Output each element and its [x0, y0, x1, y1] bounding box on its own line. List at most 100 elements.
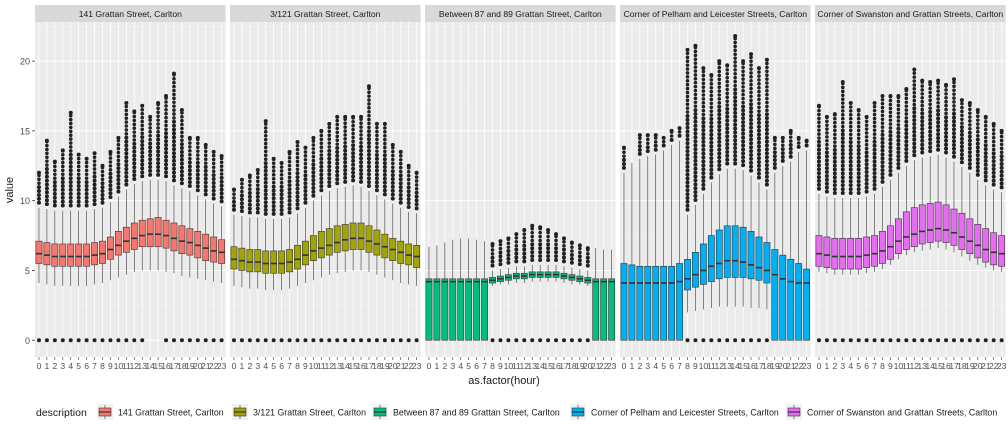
outlier-point [693, 104, 698, 108]
outlier-point [741, 135, 746, 140]
outlier-point [578, 246, 582, 251]
outlier-point [124, 166, 129, 171]
outlier-point [311, 154, 316, 159]
outlier-point [164, 135, 169, 140]
outlier-point [327, 176, 332, 181]
outlier-point [171, 154, 176, 159]
outlier-point-zero [374, 338, 379, 343]
outlier-point [327, 152, 332, 157]
outlier-point [701, 143, 706, 148]
outlier-point [920, 119, 925, 124]
outlier-point-zero [832, 338, 837, 343]
boxplot-8 [489, 241, 496, 343]
outlier-point [824, 158, 829, 163]
outlier-point [319, 168, 324, 173]
outlier-point [757, 97, 761, 102]
outlier-point [335, 177, 340, 182]
box [887, 225, 894, 260]
outlier-point [343, 125, 347, 129]
outlier-point [530, 254, 535, 259]
outlier-point [255, 171, 260, 176]
outlier-point-zero [522, 338, 527, 343]
boxplot-13 [138, 103, 146, 343]
outlier-point [263, 157, 268, 162]
outlier-point [406, 189, 411, 194]
outlier-point [231, 203, 236, 208]
outlier-point [335, 118, 340, 123]
outlier-point [896, 154, 901, 159]
x-axis-title: as.factor(hour) [468, 375, 540, 387]
outlier-point [904, 123, 909, 128]
x-tick-label: 6 [474, 361, 479, 371]
outlier-point [577, 254, 582, 259]
outlier-point-zero [959, 338, 964, 343]
box [600, 278, 608, 341]
outlier-point [749, 71, 753, 75]
outlier-point [263, 137, 268, 142]
outlier-point [156, 157, 161, 162]
outlier-point [239, 205, 244, 210]
outlier-point [156, 118, 160, 122]
outlier-point [140, 158, 145, 163]
outlier-point [756, 113, 761, 118]
outlier-point [327, 125, 332, 130]
boxplot-13 [333, 114, 341, 343]
x-tick-label: 8 [295, 361, 300, 371]
box [871, 235, 878, 267]
x-tick-label: 1 [45, 361, 50, 371]
outlier-point [343, 148, 348, 153]
outlier-point [359, 160, 364, 165]
outlier-point [983, 131, 988, 136]
boxplot-3 [449, 239, 457, 341]
outlier-point [920, 99, 925, 104]
outlier-point [653, 133, 658, 138]
outlier-point [864, 162, 869, 167]
boxplot-17 [755, 66, 763, 343]
outlier-point [864, 173, 869, 178]
outlier-point [124, 100, 129, 105]
outlier-point-zero [279, 338, 284, 343]
x-tick-label: 0 [232, 361, 237, 371]
outlier-point [172, 88, 176, 93]
outlier-point [983, 147, 988, 152]
outlier-point [522, 236, 527, 240]
outlier-point [693, 53, 698, 58]
outlier-point [343, 129, 347, 133]
outlier-point [983, 127, 988, 132]
outlier-point [140, 166, 145, 171]
outlier-point [406, 177, 411, 182]
outlier-point [255, 202, 260, 207]
outlier-point [44, 186, 49, 191]
outlier-point [375, 145, 379, 150]
outlier-point [92, 155, 97, 160]
outlier-point [928, 125, 933, 130]
outlier-point [279, 184, 284, 189]
outlier-point [359, 148, 364, 153]
outlier-point [780, 147, 785, 152]
outlier-point [896, 119, 901, 123]
outlier-point [366, 148, 371, 153]
outlier-point [685, 90, 690, 95]
outlier-point [164, 111, 168, 116]
outlier-point [546, 227, 551, 232]
outlier-point [327, 129, 332, 134]
boxplot-8 [294, 140, 301, 343]
outlier-point [132, 122, 137, 127]
outlier-point [279, 200, 284, 205]
outlier-point [733, 40, 737, 45]
outlier-point [717, 112, 722, 117]
outlier-point [756, 156, 761, 161]
outlier-point [530, 226, 535, 231]
outlier-point [872, 112, 877, 117]
outlier-point [888, 129, 893, 134]
outlier-point [896, 107, 901, 112]
outlier-point [36, 192, 41, 197]
x-tick-label: 12 [714, 361, 724, 371]
boxplot-4 [67, 110, 75, 343]
boxplot-16 [552, 232, 560, 343]
outlier-point [414, 179, 419, 183]
outlier-point [983, 166, 988, 171]
outlier-point [196, 157, 200, 161]
outlier-point [757, 78, 761, 82]
outlier-point [319, 133, 324, 138]
